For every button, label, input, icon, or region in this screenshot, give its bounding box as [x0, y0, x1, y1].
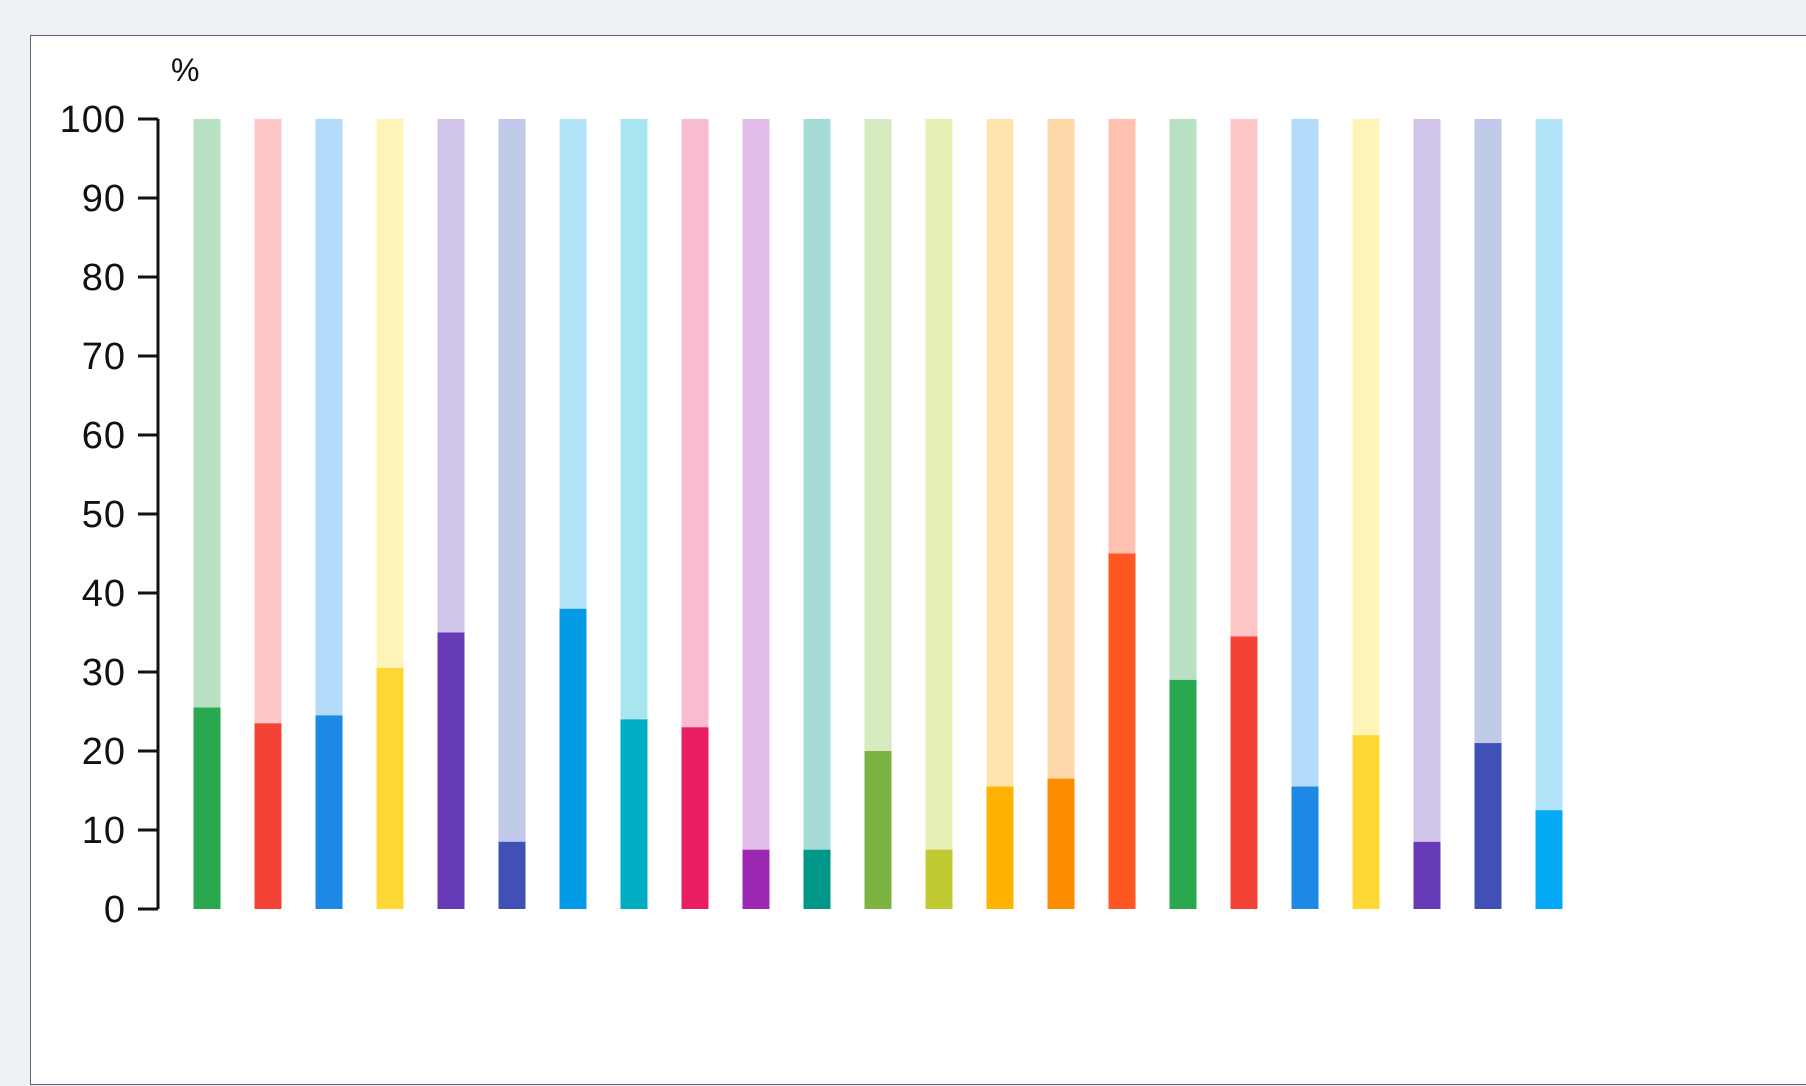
bar-value: [193, 707, 221, 909]
y-tick-label: 70: [82, 336, 126, 378]
bar-value: [376, 668, 404, 909]
y-tick-label: 40: [82, 573, 126, 615]
bar-value: [1352, 735, 1380, 909]
y-tick-label: 20: [82, 731, 126, 773]
bar-value: [1474, 743, 1502, 909]
chart-panel: 0 10 20 30 40 50 60 70 80 90 100 %: [30, 35, 1806, 1085]
bar-value: [803, 849, 831, 909]
bar-value: [1413, 841, 1441, 909]
bar-value: [1169, 679, 1197, 909]
bar-remainder: [1291, 119, 1319, 909]
y-unit-label: %: [171, 52, 199, 88]
bar-value: [742, 849, 770, 909]
bars-group: [193, 119, 1563, 909]
bar-remainder: [498, 119, 526, 909]
y-tick-label: 60: [82, 415, 126, 457]
bar-remainder: [925, 119, 953, 909]
bar-value: [1047, 778, 1075, 909]
bar-remainder: [1535, 119, 1563, 909]
bar-remainder: [986, 119, 1014, 909]
bar-remainder: [1413, 119, 1441, 909]
bar-value: [1108, 553, 1136, 909]
bar-value: [437, 632, 465, 909]
bar-remainder: [803, 119, 831, 909]
bar-value: [925, 849, 953, 909]
bar-value: [986, 786, 1014, 909]
bar-value: [1230, 636, 1258, 909]
y-tick-label: 90: [82, 178, 126, 220]
bar-value: [498, 841, 526, 909]
bar-remainder: [1047, 119, 1075, 909]
bar-value: [681, 727, 709, 909]
bar-chart: 0 10 20 30 40 50 60 70 80 90 100 %: [60, 52, 1563, 931]
bar-value: [1535, 810, 1563, 909]
bar-value: [315, 715, 343, 909]
bar-value: [559, 608, 587, 909]
y-tick-label: 30: [82, 652, 126, 694]
bar-value: [1291, 786, 1319, 909]
y-tick-label: 10: [82, 810, 126, 852]
y-tick-label: 100: [60, 99, 126, 141]
y-axis-ticks: 0 10 20 30 40 50 60 70 80 90 100: [60, 99, 158, 931]
bar-remainder: [742, 119, 770, 909]
bar-value: [864, 751, 892, 909]
bar-value: [620, 719, 648, 909]
bar-value: [254, 723, 282, 909]
y-tick-label: 80: [82, 257, 126, 299]
y-tick-label: 0: [104, 889, 126, 931]
y-tick-label: 50: [82, 494, 126, 536]
